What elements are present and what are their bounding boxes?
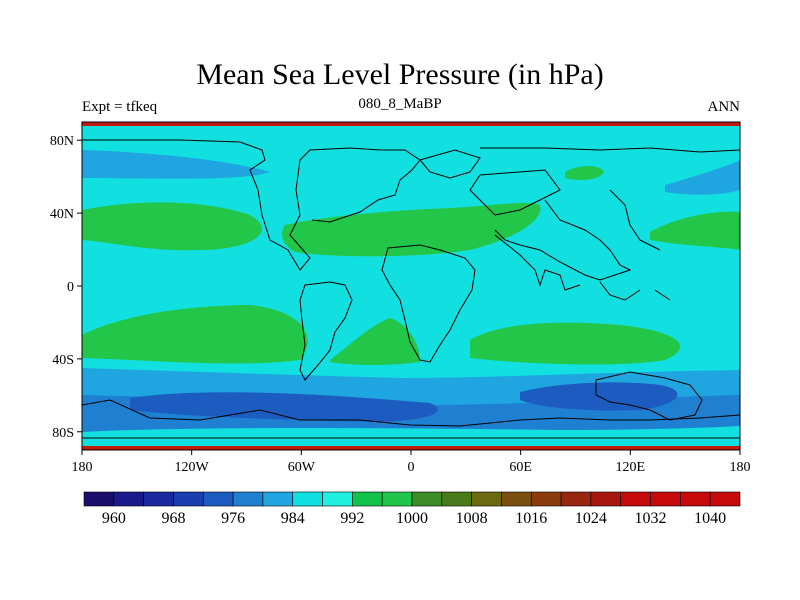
colorbar-swatch	[709, 491, 741, 507]
y-tick-label: 0	[67, 280, 74, 295]
x-tick-label: 0	[408, 460, 415, 475]
colorbar-swatch	[501, 491, 532, 507]
colorbar-swatch	[441, 491, 472, 507]
colorbar-swatch	[620, 491, 651, 507]
field-green-south-atlantic	[330, 318, 420, 365]
colorbar-swatch	[322, 491, 353, 507]
colorbar-label: 992	[340, 510, 364, 527]
period-label: 080_8_MaBP	[358, 96, 442, 112]
colorbar-label: 968	[161, 510, 185, 527]
colorbar-label: 1024	[575, 510, 607, 527]
field-south-deep-blue-west	[130, 392, 438, 422]
coastlines	[82, 139, 740, 439]
x-tick-label: 180	[730, 460, 751, 475]
experiment-label: Expt = tfkeq	[82, 99, 158, 115]
field-green-south-pacific	[82, 305, 308, 364]
colorbar-swatch	[173, 491, 204, 507]
x-tick-label: 120W	[175, 460, 210, 475]
coast-arabia-india	[494, 234, 671, 301]
colorbar-swatch	[530, 491, 562, 507]
map-title: Mean Sea Level Pressure (in hPa)	[196, 58, 604, 91]
colorbar-swatch	[83, 491, 115, 507]
coast-north-america	[82, 139, 421, 271]
colorbar-label: 1000	[396, 510, 428, 527]
pressure-field	[82, 122, 740, 450]
coast-antarctica	[82, 399, 740, 439]
x-tick-label: 60W	[288, 460, 316, 475]
field-south-strip	[82, 446, 740, 450]
colorbar-swatch	[381, 491, 413, 507]
field-green-north-east	[650, 211, 740, 250]
field-green-north-asia	[565, 166, 604, 180]
colorbar-swatch	[232, 491, 264, 507]
colorbar-swatch	[471, 491, 502, 507]
colorbar-swatch	[143, 491, 174, 507]
colorbar-label: 1008	[456, 510, 488, 527]
colorbar-swatch	[560, 491, 592, 507]
coast-eurasia	[469, 147, 740, 281]
colorbar-label: 976	[221, 510, 245, 527]
coast-greenland	[419, 149, 481, 179]
coast-africa	[381, 244, 476, 363]
field-north-blue-east	[665, 160, 740, 195]
field-green-south-indian	[470, 322, 681, 365]
x-tick-label: 120E	[616, 460, 646, 475]
colorbar: 960 968 976 984 992 1000 1008 1016 1024 1032 1040	[83, 491, 741, 527]
colorbar-label: 960	[102, 510, 126, 527]
y-tick-label: 80N	[50, 134, 74, 149]
y-tick-label: 80S	[52, 426, 74, 441]
colorbar-swatch	[113, 491, 144, 507]
x-axis: 180 120W 60W 0 60E 120E 180	[72, 450, 751, 475]
colorbar-swatch	[352, 491, 383, 507]
colorbar-swatch	[590, 491, 622, 507]
field-green-north-pacific	[82, 202, 262, 251]
y-tick-label: 40N	[50, 207, 74, 222]
colorbar-label: 984	[281, 510, 305, 527]
colorbar-swatch	[680, 491, 711, 507]
x-tick-label: 60E	[509, 460, 532, 475]
coast-australia	[595, 371, 703, 421]
colorbar-swatch	[650, 491, 681, 507]
colorbar-swatch	[202, 491, 234, 507]
field-north-blue-west	[82, 150, 270, 179]
colorbar-swatch	[292, 491, 323, 507]
x-tick-label: 180	[72, 460, 93, 475]
y-tick-label: 40S	[52, 353, 74, 368]
colorbar-label: 1016	[515, 510, 547, 527]
colorbar-label: 1040	[694, 510, 726, 527]
season-label: ANN	[707, 99, 741, 115]
colorbar-label: 1032	[635, 510, 667, 527]
y-axis: 80N 40N 0 40S 80S	[50, 134, 82, 441]
colorbar-swatch	[411, 491, 443, 507]
coast-south-america	[299, 281, 353, 381]
field-north-strip	[82, 122, 740, 126]
colorbar-swatch	[262, 491, 294, 507]
